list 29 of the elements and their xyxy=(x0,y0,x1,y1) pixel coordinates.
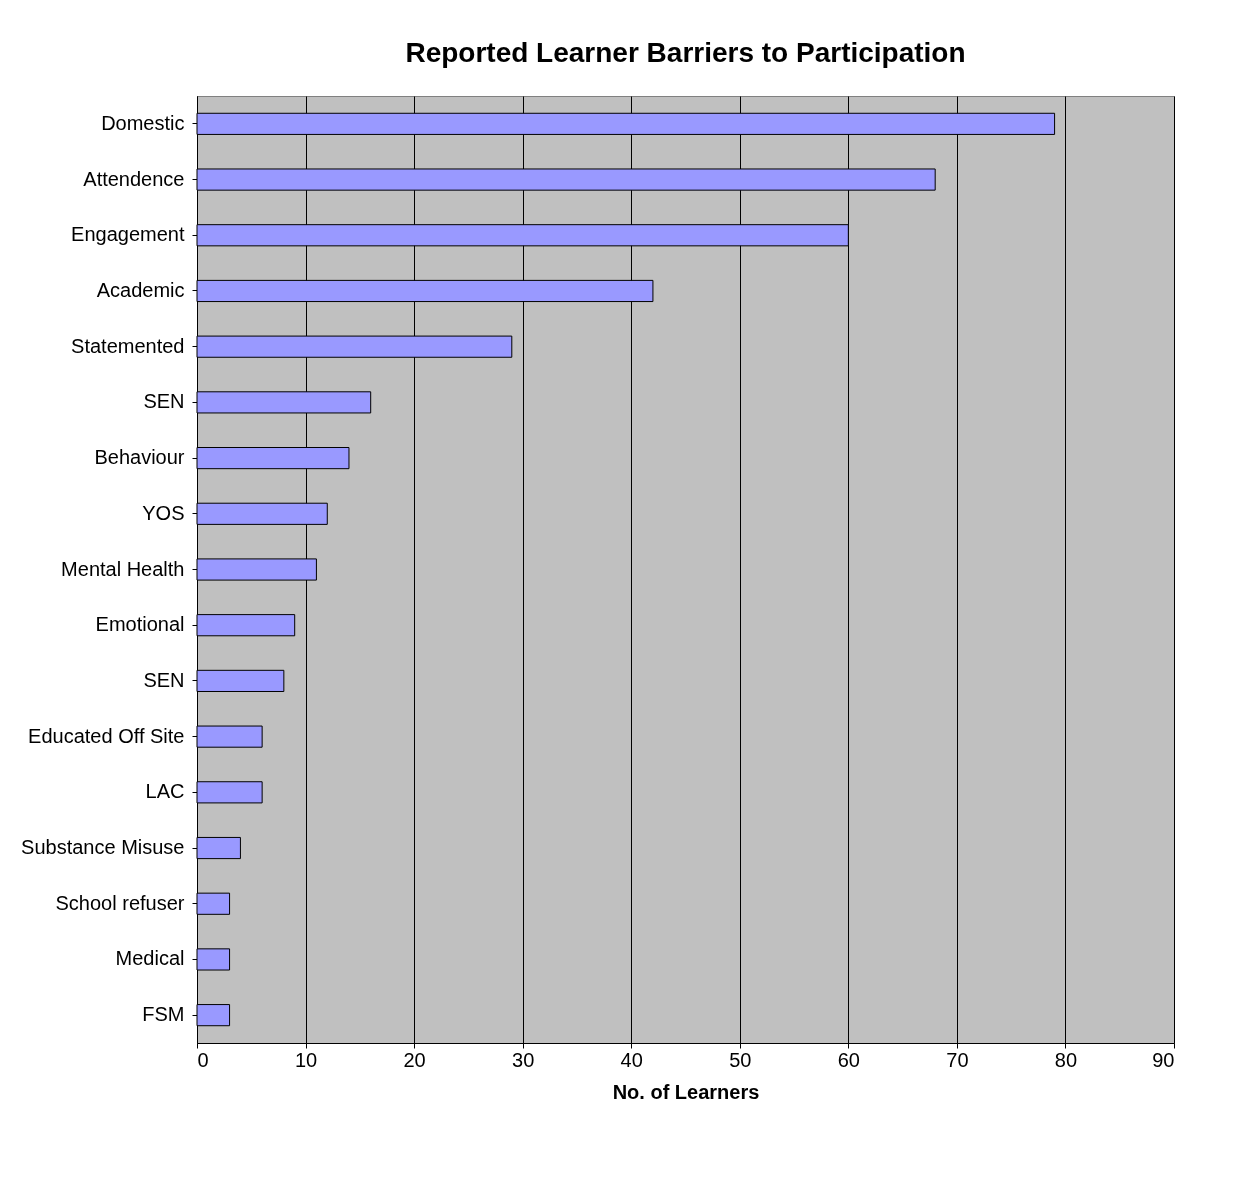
y-tick-label: Behaviour xyxy=(94,446,185,469)
y-tick-label: Educated Off Site xyxy=(28,724,185,747)
x-tick-label: 70 xyxy=(946,1048,969,1071)
y-tick-label: SEN xyxy=(143,668,185,691)
x-tick-label: 50 xyxy=(729,1048,752,1071)
x-tick-label: 40 xyxy=(620,1048,643,1071)
chart-title: Reported Learner Barriers to Participation xyxy=(405,37,966,68)
y-tick-label: SEN xyxy=(143,390,185,413)
y-tick-label: Attendence xyxy=(83,167,185,190)
y-tick-label: Domestic xyxy=(101,111,185,134)
y-tick-label: FSM xyxy=(142,1003,185,1026)
x-axis-title: No. of Learners xyxy=(612,1080,760,1103)
x-tick-label: 80 xyxy=(1054,1048,1078,1071)
x-tick-label: 20 xyxy=(403,1048,426,1071)
y-tick-label: School refuser xyxy=(55,891,185,914)
y-tick-label: LAC xyxy=(145,780,185,803)
y-tick-label: Medical xyxy=(115,947,185,970)
y-tick-label: Statemented xyxy=(71,334,185,357)
x-tick-label: 90 xyxy=(1152,1048,1175,1071)
y-tick-label: Substance Misuse xyxy=(21,836,185,859)
y-tick-label: Emotional xyxy=(95,613,185,636)
x-tick-label: 10 xyxy=(294,1048,318,1071)
y-tick-label: Mental Health xyxy=(61,557,185,580)
y-tick-label: YOS xyxy=(142,501,185,524)
x-tick-label: 60 xyxy=(837,1048,860,1071)
x-tick-label: 30 xyxy=(512,1048,535,1071)
x-tick-label: 0 xyxy=(197,1048,209,1071)
y-tick-label: Engagement xyxy=(71,223,185,246)
y-tick-label: Academic xyxy=(96,278,185,301)
